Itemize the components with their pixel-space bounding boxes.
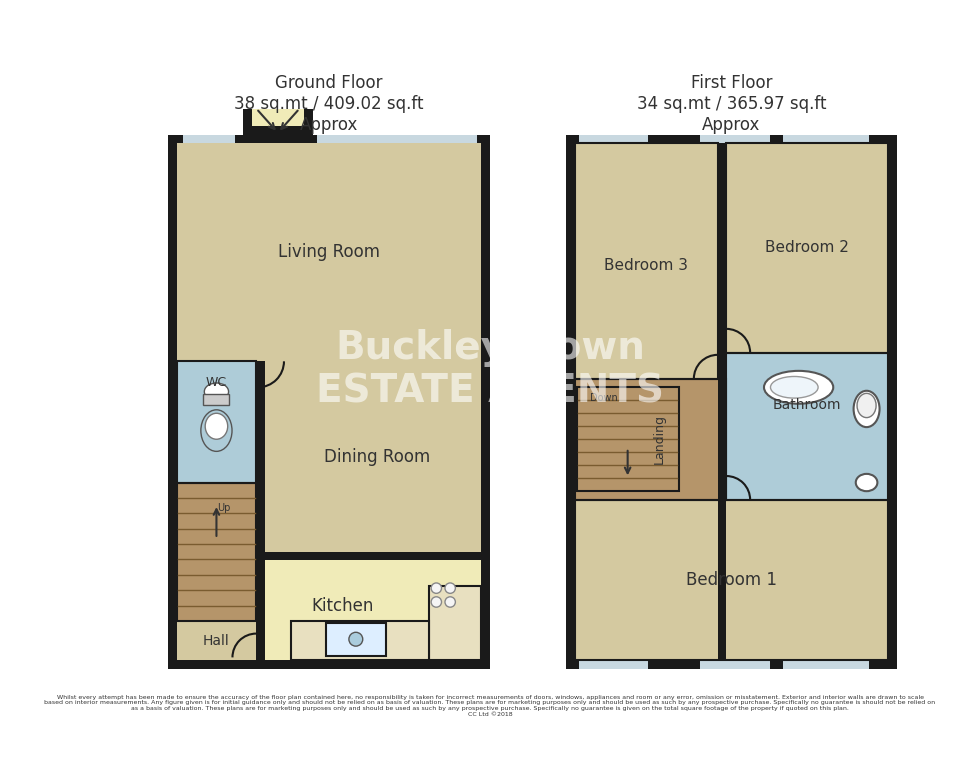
Bar: [176, 621, 256, 660]
Text: Living Room: Living Room: [278, 243, 380, 261]
Ellipse shape: [858, 394, 876, 418]
Bar: [256, 482, 265, 660]
Text: Kitchen: Kitchen: [312, 597, 374, 615]
Bar: [176, 143, 481, 660]
Bar: [256, 552, 481, 660]
Bar: [575, 378, 726, 500]
Text: Dining Room: Dining Room: [324, 448, 430, 465]
Circle shape: [431, 583, 442, 594]
Bar: [575, 500, 888, 660]
Bar: [576, 388, 679, 491]
Text: Bedroom 3: Bedroom 3: [605, 258, 688, 273]
Bar: [575, 143, 717, 378]
Ellipse shape: [205, 413, 227, 439]
Bar: [579, 135, 649, 143]
Bar: [726, 353, 888, 500]
Bar: [579, 660, 649, 669]
Bar: [325, 623, 386, 656]
Bar: [204, 394, 229, 404]
Circle shape: [445, 597, 456, 608]
Ellipse shape: [201, 410, 232, 451]
Bar: [317, 135, 477, 143]
Bar: [783, 135, 869, 143]
Bar: [662, 135, 687, 143]
Bar: [726, 143, 888, 353]
Bar: [291, 621, 429, 660]
Bar: [176, 361, 256, 482]
Ellipse shape: [764, 371, 833, 404]
Bar: [256, 361, 481, 552]
Bar: [783, 660, 869, 669]
Text: Bedroom 1: Bedroom 1: [686, 571, 777, 589]
Bar: [566, 135, 897, 669]
Text: BuckleyBrown
ESTATE AGENTS: BuckleyBrown ESTATE AGENTS: [316, 329, 664, 411]
Text: Landing: Landing: [653, 414, 665, 464]
Bar: [575, 500, 888, 660]
Bar: [429, 587, 481, 660]
Text: Hall: Hall: [203, 634, 230, 647]
Bar: [576, 388, 679, 491]
Bar: [575, 143, 888, 660]
Circle shape: [431, 597, 442, 608]
Bar: [575, 143, 717, 378]
Bar: [176, 143, 481, 361]
Bar: [182, 135, 234, 143]
Ellipse shape: [854, 391, 880, 427]
Ellipse shape: [856, 474, 877, 491]
Text: Whilst every attempt has been made to ensure the accuracy of the floor plan cont: Whilst every attempt has been made to en…: [44, 694, 936, 717]
Bar: [243, 108, 313, 135]
Bar: [717, 143, 726, 660]
Text: Bedroom 2: Bedroom 2: [765, 241, 850, 255]
Bar: [256, 552, 481, 561]
Text: Bathroom: Bathroom: [773, 398, 842, 411]
Ellipse shape: [770, 377, 818, 398]
Bar: [726, 143, 888, 353]
Bar: [575, 378, 726, 500]
Bar: [176, 482, 256, 621]
Circle shape: [349, 632, 363, 646]
Text: Ground Floor
38 sq.mt / 409.02 sq.ft
Approx: Ground Floor 38 sq.mt / 409.02 sq.ft App…: [234, 74, 423, 134]
Bar: [726, 353, 888, 500]
Bar: [701, 135, 769, 143]
Bar: [168, 135, 490, 669]
Bar: [176, 361, 256, 482]
Ellipse shape: [204, 383, 228, 401]
Text: Down: Down: [590, 393, 617, 403]
Bar: [256, 361, 265, 482]
Text: WC: WC: [206, 377, 227, 389]
Text: First Floor
34 sq.mt / 365.97 sq.ft
Approx: First Floor 34 sq.mt / 365.97 sq.ft Appr…: [637, 74, 826, 134]
Bar: [252, 108, 304, 126]
Bar: [701, 660, 769, 669]
Text: Up: Up: [217, 504, 230, 514]
Circle shape: [445, 583, 456, 594]
Bar: [176, 482, 256, 621]
